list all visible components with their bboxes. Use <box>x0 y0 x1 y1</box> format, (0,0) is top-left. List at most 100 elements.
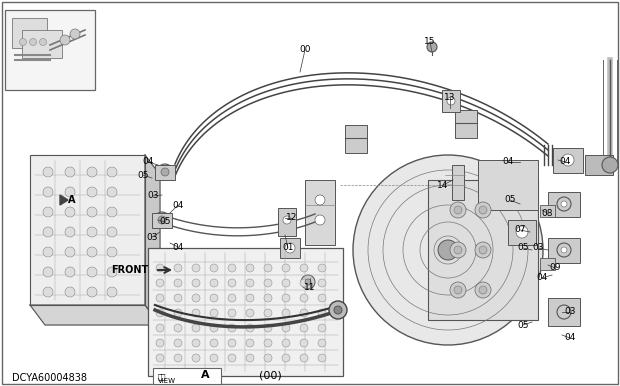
Circle shape <box>246 339 254 347</box>
Text: 09: 09 <box>549 264 560 273</box>
Text: 04: 04 <box>502 157 514 166</box>
Circle shape <box>43 247 53 257</box>
Text: 04: 04 <box>559 157 570 166</box>
Circle shape <box>107 267 117 277</box>
Circle shape <box>43 227 53 237</box>
Text: 05: 05 <box>517 320 529 330</box>
Circle shape <box>228 354 236 362</box>
Circle shape <box>475 242 491 258</box>
Circle shape <box>454 206 462 214</box>
Circle shape <box>210 279 218 287</box>
Circle shape <box>210 324 218 332</box>
Text: 04: 04 <box>172 200 184 210</box>
Text: FRONT: FRONT <box>111 265 148 275</box>
Text: 03: 03 <box>532 244 544 252</box>
Circle shape <box>300 324 308 332</box>
Circle shape <box>246 309 254 317</box>
Circle shape <box>156 309 164 317</box>
Circle shape <box>174 309 182 317</box>
Circle shape <box>87 267 97 277</box>
Text: 03: 03 <box>146 232 157 242</box>
Circle shape <box>264 324 272 332</box>
Circle shape <box>282 294 290 302</box>
Bar <box>478 160 538 210</box>
Circle shape <box>156 264 164 272</box>
Bar <box>278 208 296 236</box>
Circle shape <box>210 339 218 347</box>
Circle shape <box>210 264 218 272</box>
Circle shape <box>43 267 53 277</box>
Circle shape <box>318 279 326 287</box>
Circle shape <box>282 264 290 272</box>
Text: DCYA60004838: DCYA60004838 <box>12 373 87 383</box>
Circle shape <box>158 216 166 224</box>
Bar <box>442 90 460 112</box>
Circle shape <box>65 167 75 177</box>
Circle shape <box>475 202 491 218</box>
Circle shape <box>450 202 466 218</box>
Circle shape <box>264 294 272 302</box>
Circle shape <box>156 339 164 347</box>
Text: 04: 04 <box>564 334 576 342</box>
Text: 00: 00 <box>299 46 311 54</box>
Circle shape <box>561 247 567 253</box>
Bar <box>155 165 175 180</box>
Circle shape <box>264 279 272 287</box>
Circle shape <box>154 212 170 228</box>
Bar <box>452 165 464 200</box>
Text: 05: 05 <box>504 195 516 205</box>
Circle shape <box>192 309 200 317</box>
Text: 15: 15 <box>424 37 436 46</box>
Text: 12: 12 <box>286 213 298 222</box>
Circle shape <box>246 354 254 362</box>
Bar <box>305 180 335 245</box>
Circle shape <box>65 227 75 237</box>
Circle shape <box>315 215 325 225</box>
Text: 05: 05 <box>517 244 529 252</box>
Bar <box>548 238 580 263</box>
Circle shape <box>65 287 75 297</box>
Circle shape <box>282 354 290 362</box>
Circle shape <box>107 167 117 177</box>
Circle shape <box>43 187 53 197</box>
Text: 04: 04 <box>143 157 154 166</box>
Circle shape <box>283 216 291 224</box>
Circle shape <box>318 324 326 332</box>
Circle shape <box>264 264 272 272</box>
Circle shape <box>87 247 97 257</box>
Text: 05: 05 <box>137 171 149 179</box>
Circle shape <box>157 164 173 180</box>
Circle shape <box>454 286 462 294</box>
Text: A: A <box>68 195 76 205</box>
Circle shape <box>285 243 295 253</box>
Circle shape <box>300 339 308 347</box>
Text: (00): (00) <box>259 370 281 380</box>
Text: 04: 04 <box>536 274 547 283</box>
Bar <box>148 248 343 376</box>
Circle shape <box>192 264 200 272</box>
Circle shape <box>107 187 117 197</box>
Text: VIEW: VIEW <box>158 378 176 384</box>
Circle shape <box>107 247 117 257</box>
Circle shape <box>43 167 53 177</box>
Polygon shape <box>30 155 145 305</box>
Circle shape <box>228 309 236 317</box>
Circle shape <box>65 267 75 277</box>
Circle shape <box>210 354 218 362</box>
Circle shape <box>264 339 272 347</box>
Bar <box>540 205 555 217</box>
Circle shape <box>174 294 182 302</box>
Circle shape <box>479 246 487 254</box>
Bar <box>428 180 538 320</box>
Circle shape <box>318 354 326 362</box>
Circle shape <box>557 243 571 257</box>
Circle shape <box>107 227 117 237</box>
Circle shape <box>65 247 75 257</box>
Circle shape <box>156 354 164 362</box>
Circle shape <box>228 294 236 302</box>
Circle shape <box>479 286 487 294</box>
Text: 03: 03 <box>148 191 159 200</box>
Text: 13: 13 <box>445 93 456 102</box>
Bar <box>540 258 555 270</box>
Circle shape <box>305 279 311 285</box>
